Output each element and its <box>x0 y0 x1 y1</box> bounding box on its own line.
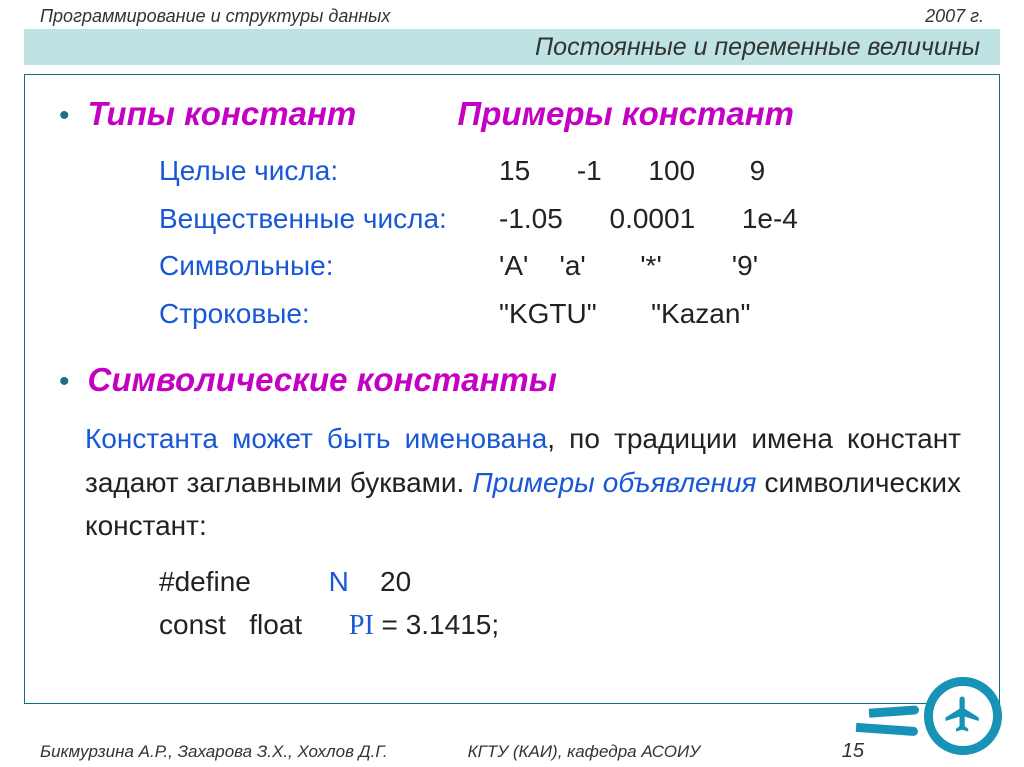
title-band: Постоянные и переменные величины <box>24 29 1000 65</box>
type-str-label: Строковые: <box>159 290 499 338</box>
type-char-label: Символьные: <box>159 242 499 290</box>
airplane-icon <box>942 693 984 735</box>
heading-right: Примеры констант <box>458 95 794 133</box>
course-name: Программирование и структуры данных <box>40 6 390 27</box>
type-int-examples: 15 -1 100 9 <box>499 147 973 195</box>
type-real-label: Вещественные числа: <box>159 195 499 243</box>
paragraph: Константа может быть именована, по тради… <box>85 417 961 547</box>
code-block: #define N 20 const float PI = 3.1415; <box>159 560 973 648</box>
para-blue-2: Примеры объявления <box>472 467 756 498</box>
footer-dept: КГТУ (КАИ), кафедра АСОИУ <box>428 742 804 762</box>
bullet-icon: • <box>59 101 70 131</box>
heading-left: Типы констант <box>88 95 458 133</box>
code-line-1: #define N 20 <box>159 560 973 603</box>
type-int: Целые числа: 15 -1 100 9 <box>159 147 973 195</box>
content-box: • Типы констант Примеры констант Целые ч… <box>24 74 1000 704</box>
heading-types: • Типы констант Примеры констант <box>59 95 973 133</box>
course-year: 2007 г. <box>925 6 984 27</box>
header-bar: Программирование и структуры данных 2007… <box>0 0 1024 27</box>
slide-title: Постоянные и переменные величины <box>535 33 980 62</box>
type-real-examples: -1.05 0.0001 1e-4 <box>499 195 973 243</box>
type-str: Строковые: "KGTU" "Kazan" <box>159 290 973 338</box>
type-str-examples: "KGTU" "Kazan" <box>499 290 973 338</box>
footer: Бикмурзина А.Р., Захарова З.Х., Хохлов Д… <box>0 740 1024 763</box>
type-int-label: Целые числа: <box>159 147 499 195</box>
bullet-icon: • <box>59 367 70 397</box>
slide: Программирование и структуры данных 2007… <box>0 0 1024 767</box>
footer-page: 15 <box>804 740 864 763</box>
heading-symbolic: • Символические константы <box>59 361 973 399</box>
footer-authors: Бикмурзина А.Р., Захарова З.Х., Хохлов Д… <box>40 742 388 762</box>
type-char-examples: 'A' 'a' '*' '9' <box>499 242 973 290</box>
type-char: Символьные: 'A' 'a' '*' '9' <box>159 242 973 290</box>
logo-wing-icon <box>869 705 920 717</box>
code-line-2: const float PI = 3.1415; <box>159 603 973 647</box>
logo-badge <box>924 677 1004 757</box>
type-real: Вещественные числа: -1.05 0.0001 1e-4 <box>159 195 973 243</box>
para-blue-1: Константа может быть именована <box>85 423 547 454</box>
logo-wing-icon <box>856 723 918 736</box>
heading-symbolic-text: Символические константы <box>88 361 557 399</box>
